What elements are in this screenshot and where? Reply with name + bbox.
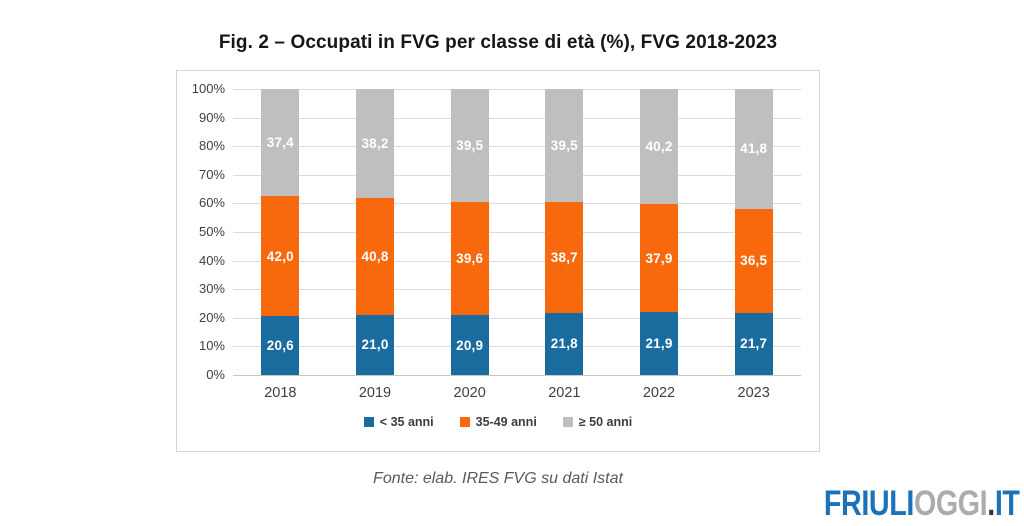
site-logo: FRIULIOGGI.IT xyxy=(824,484,1020,524)
x-axis-tick-label: 2021 xyxy=(548,385,581,401)
y-axis-tick-label: 40% xyxy=(198,252,225,268)
bar-segment: 39,5 xyxy=(450,89,489,202)
y-axis-tick-label: 30% xyxy=(198,281,225,297)
bar-segment: 39,6 xyxy=(450,201,489,316)
x-axis-tick-label: 2018 xyxy=(264,385,297,401)
y-axis-tick-label: 10% xyxy=(198,338,225,354)
y-axis-tick-label: 90% xyxy=(198,109,225,125)
legend-label: 35-49 anni xyxy=(475,415,537,429)
x-axis-tick-label: 2019 xyxy=(358,385,392,401)
bar-segment: 39,5 xyxy=(545,89,584,202)
legend-marker xyxy=(562,417,573,427)
gridline xyxy=(233,117,801,119)
source-caption: Fonte: elab. IRES FVG su dati Istat xyxy=(373,470,623,487)
bar-segment: 20,9 xyxy=(450,315,489,375)
bar-value-label: 39,5 xyxy=(456,137,484,153)
site-logo-oggi: OGGI xyxy=(914,484,988,523)
y-axis-tick-label: 70% xyxy=(198,166,225,182)
bar-value-label: 36,5 xyxy=(740,253,768,269)
bar-segment: 21,8 xyxy=(545,312,584,375)
x-axis-line xyxy=(233,375,801,376)
legend-item: 35-49 anni xyxy=(459,415,537,429)
bar-segment: 42,0 xyxy=(261,195,300,317)
site-logo-dot: . xyxy=(987,484,996,523)
legend-label: < 35 anni xyxy=(379,415,434,429)
bar-segment: 21,0 xyxy=(356,314,394,375)
legend-marker xyxy=(363,417,374,427)
bar-value-label: 21,7 xyxy=(740,336,768,352)
bar-value-label: 40,2 xyxy=(645,138,673,154)
gridline xyxy=(233,203,801,205)
bar-segment: 38,7 xyxy=(545,201,584,313)
x-axis-tick-label: 2022 xyxy=(642,385,676,401)
gridline xyxy=(233,232,801,233)
bar-segment: 40,2 xyxy=(640,89,678,204)
bar-value-label: 21,0 xyxy=(361,337,389,353)
chart-legend: < 35 anni 35-49 anni ≥ 50 anni xyxy=(177,415,819,429)
bar-value-label: 40,8 xyxy=(361,249,389,265)
bar-value-label: 39,6 xyxy=(456,251,484,267)
gridline xyxy=(233,260,801,262)
bar-segment: 38,2 xyxy=(356,89,394,199)
bar-value-label: 39,5 xyxy=(550,137,578,153)
x-axis-tick-label: 2020 xyxy=(453,385,486,401)
bar-value-label: 38,2 xyxy=(361,136,389,152)
bar-value-label: 20,9 xyxy=(456,337,484,353)
bar-value-label: 21,8 xyxy=(550,336,578,352)
chart-frame: < 35 anni 35-49 anni ≥ 50 anni 0% 10% 20% 30%… xyxy=(176,70,820,452)
bar-value-label: 42,0 xyxy=(266,248,294,264)
y-axis-tick-label: 0% xyxy=(206,367,225,382)
bar-value-label: 41,8 xyxy=(740,141,768,157)
bar-segment: 37,4 xyxy=(261,89,300,196)
legend-item: < 35 anni xyxy=(363,415,434,429)
gridline xyxy=(233,289,801,291)
gridline xyxy=(233,317,801,319)
bar-segment: 41,8 xyxy=(734,89,773,209)
bar-value-label: 20,6 xyxy=(266,338,294,354)
bar-segment: 21,9 xyxy=(640,312,678,375)
y-axis-tick-label: 100% xyxy=(191,81,225,96)
bar-segment: 20,6 xyxy=(261,316,300,375)
gridline xyxy=(233,346,801,348)
legend-label: ≥ 50 anni xyxy=(578,415,633,429)
bar-segment: 37,9 xyxy=(640,203,678,313)
y-axis-tick-label: 50% xyxy=(198,224,225,239)
x-axis-tick-label: 2023 xyxy=(737,385,770,401)
bar-segment: 36,5 xyxy=(734,208,773,313)
bar-value-label: 38,7 xyxy=(550,249,578,265)
gridline xyxy=(233,146,801,148)
y-axis-tick-label: 60% xyxy=(198,195,225,211)
y-axis-tick-label: 20% xyxy=(198,309,225,325)
gridline xyxy=(233,89,801,90)
gridline xyxy=(233,174,801,176)
bar-segment: 21,7 xyxy=(734,312,773,375)
bar-value-label: 37,9 xyxy=(645,250,673,266)
bar-value-label: 37,4 xyxy=(266,134,294,150)
bar-segment: 40,8 xyxy=(356,198,394,315)
site-logo-friuli: FRIULI xyxy=(824,484,915,523)
figure-title: Fig. 2 – Occupati in FVG per classe di e… xyxy=(218,32,778,53)
y-axis-tick-label: 80% xyxy=(198,138,225,154)
site-logo-it: IT xyxy=(995,484,1020,523)
legend-marker xyxy=(459,417,470,427)
legend-item: ≥ 50 anni xyxy=(562,415,633,429)
bar-value-label: 21,9 xyxy=(645,336,673,352)
